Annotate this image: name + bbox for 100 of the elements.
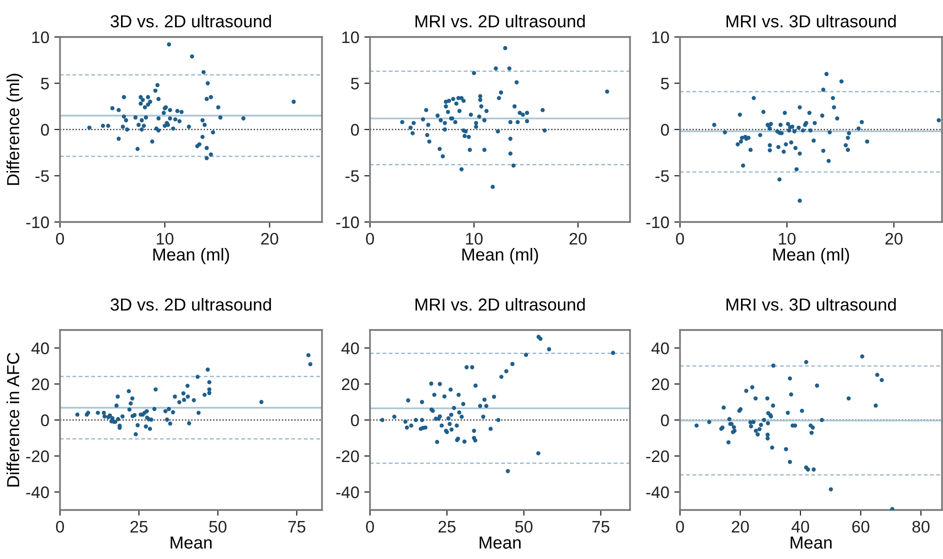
point: [694, 423, 699, 428]
y-axis-title: Difference (ml): [6, 74, 23, 185]
point: [766, 421, 770, 426]
point: [726, 440, 731, 444]
x-tick-label: 20: [732, 520, 749, 533]
point: [207, 380, 212, 384]
chart-title: MRI vs. 3D ultrasound: [726, 14, 896, 28]
chart-title: MRI vs. 2D ultrasound: [416, 298, 585, 311]
x-tick-label: 25: [438, 520, 456, 533]
x-tick-label: 10: [778, 232, 796, 245]
point: [154, 387, 158, 392]
point: [744, 388, 748, 393]
point: [96, 410, 100, 415]
y-tick-label: 0: [350, 414, 359, 426]
point: [771, 364, 776, 368]
y-tick-label: 5: [350, 78, 359, 90]
point: [788, 460, 792, 464]
x-tick-label: 0: [676, 232, 684, 245]
x-tick-label: 50: [515, 520, 532, 533]
chart-title: 3D vs. 2D ultrasound: [110, 14, 271, 28]
y-tick-label: 40: [341, 342, 359, 354]
point: [163, 409, 168, 414]
y-tick-label: -20: [26, 450, 49, 462]
point: [192, 398, 196, 402]
point: [181, 391, 186, 396]
point: [828, 487, 833, 492]
point: [149, 418, 154, 422]
x-axis-title: Mean (ml): [773, 248, 849, 264]
y-tick-label: -40: [26, 486, 49, 498]
point: [172, 394, 177, 399]
x-tick-label: 0: [56, 232, 64, 245]
point: [110, 416, 114, 420]
y-tick-label: 40: [651, 342, 669, 354]
point: [758, 422, 764, 427]
point: [770, 445, 774, 450]
x-tick-label: 20: [261, 232, 278, 245]
y-tick-label: 5: [660, 78, 669, 90]
x-tick-label: 40: [792, 520, 810, 533]
point: [134, 432, 138, 436]
chart-title: MRI vs. 2D ultrasound: [416, 14, 585, 28]
point: [789, 392, 794, 397]
y-tick-label: 0: [350, 124, 359, 136]
y-tick-label: -5: [656, 170, 669, 182]
point: [102, 410, 106, 415]
point: [786, 410, 790, 415]
y-axis-title: Difference in AFC: [6, 352, 20, 486]
x-tick-label: 10: [466, 232, 483, 245]
point: [814, 384, 820, 388]
point: [136, 423, 140, 428]
point: [788, 376, 792, 381]
point: [766, 436, 770, 440]
point: [875, 372, 880, 377]
point: [766, 432, 770, 437]
point: [185, 384, 190, 388]
x-tick-label: 20: [570, 232, 587, 245]
x-tick-label: 0: [676, 520, 684, 533]
point: [804, 360, 808, 364]
chart-title: 3D vs. 2D ultrasound: [110, 298, 271, 311]
point: [128, 401, 133, 406]
point: [846, 396, 851, 400]
point: [754, 428, 758, 433]
x-axis-title: Mean (ml): [462, 248, 538, 264]
point: [182, 398, 186, 402]
y-tick-label: -10: [336, 216, 359, 228]
x-axis-title: Mean: [790, 536, 832, 549]
point: [306, 353, 311, 358]
y-tick-label: 0: [40, 414, 49, 426]
y-tick-label: 0: [40, 124, 49, 136]
point: [114, 404, 119, 408]
point: [102, 414, 107, 418]
point: [166, 406, 171, 412]
point: [127, 407, 132, 412]
point: [170, 410, 176, 414]
point: [186, 394, 190, 399]
y-tick-label: 10: [652, 31, 669, 44]
point: [144, 424, 148, 429]
y-tick-label: -40: [336, 486, 359, 498]
y-tick-label: 20: [32, 378, 49, 390]
point: [784, 447, 788, 452]
y-tick-label: 40: [31, 342, 49, 354]
x-tick-label: 0: [56, 520, 64, 533]
point: [126, 389, 131, 394]
y-tick-label: 0: [660, 414, 669, 426]
y-tick-label: -20: [646, 450, 669, 462]
point: [130, 396, 134, 400]
x-tick-label: 0: [366, 520, 374, 533]
point: [196, 410, 201, 415]
y-tick-label: -5: [36, 170, 49, 182]
x-tick-label: 60: [852, 520, 870, 533]
y-tick-label: -10: [646, 216, 669, 228]
y-tick-label: 0: [660, 124, 669, 136]
x-tick-label: 50: [209, 520, 226, 533]
chart-title: MRI vs. 3D ultrasound: [726, 298, 896, 311]
y-tick-label: 10: [32, 31, 49, 44]
point: [880, 378, 884, 382]
x-tick-label: 20: [885, 232, 902, 245]
point: [308, 362, 312, 366]
point: [116, 417, 120, 422]
point: [757, 427, 762, 432]
y-tick-label: 20: [652, 378, 669, 390]
